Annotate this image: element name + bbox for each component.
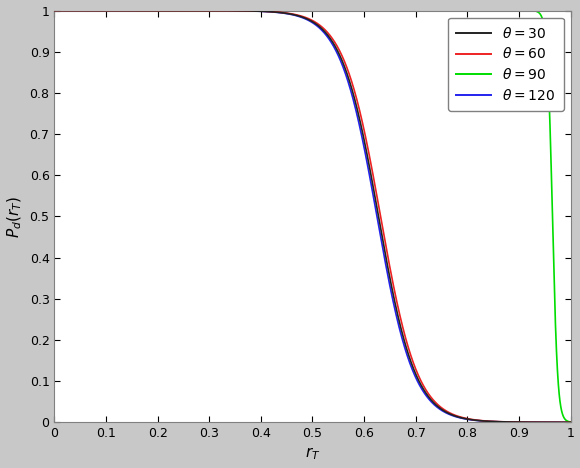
X-axis label: $r_T$: $r_T$ (304, 446, 320, 462)
Legend: $\theta = 30$, $\theta = 60$, $\theta = 90$, $\theta = 120$: $\theta = 30$, $\theta = 60$, $\theta = … (448, 17, 564, 111)
Y-axis label: $P_d(r_T)$: $P_d(r_T)$ (6, 195, 24, 238)
